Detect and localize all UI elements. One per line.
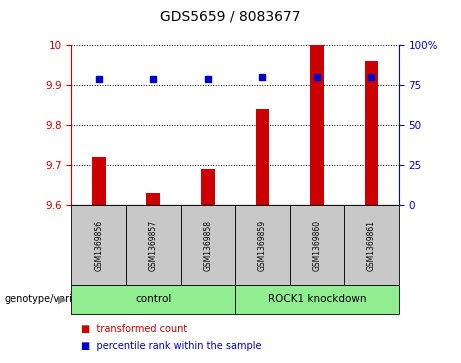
Text: ROCK1 knockdown: ROCK1 knockdown	[268, 294, 366, 305]
Text: GDS5659 / 8083677: GDS5659 / 8083677	[160, 9, 301, 23]
Bar	[365, 61, 378, 205]
Text: ▶: ▶	[59, 294, 67, 305]
Bar	[310, 45, 324, 205]
Point	[95, 76, 102, 82]
Text: GSM1369857: GSM1369857	[149, 220, 158, 270]
Point	[368, 74, 375, 80]
Bar	[92, 157, 106, 205]
Text: genotype/variation: genotype/variation	[5, 294, 97, 305]
Text: GSM1369858: GSM1369858	[203, 220, 213, 270]
Point	[313, 74, 321, 80]
Point	[259, 74, 266, 80]
Bar	[147, 193, 160, 205]
Point	[149, 76, 157, 82]
Text: GSM1369861: GSM1369861	[367, 220, 376, 270]
Text: ■  transformed count: ■ transformed count	[81, 323, 187, 334]
Text: GSM1369859: GSM1369859	[258, 220, 267, 270]
Text: ■  percentile rank within the sample: ■ percentile rank within the sample	[81, 340, 261, 351]
Bar	[255, 109, 269, 205]
Text: control: control	[135, 294, 171, 305]
Point	[204, 76, 212, 82]
Text: GSM1369860: GSM1369860	[313, 220, 321, 270]
Text: GSM1369856: GSM1369856	[94, 220, 103, 270]
Bar	[201, 169, 215, 205]
